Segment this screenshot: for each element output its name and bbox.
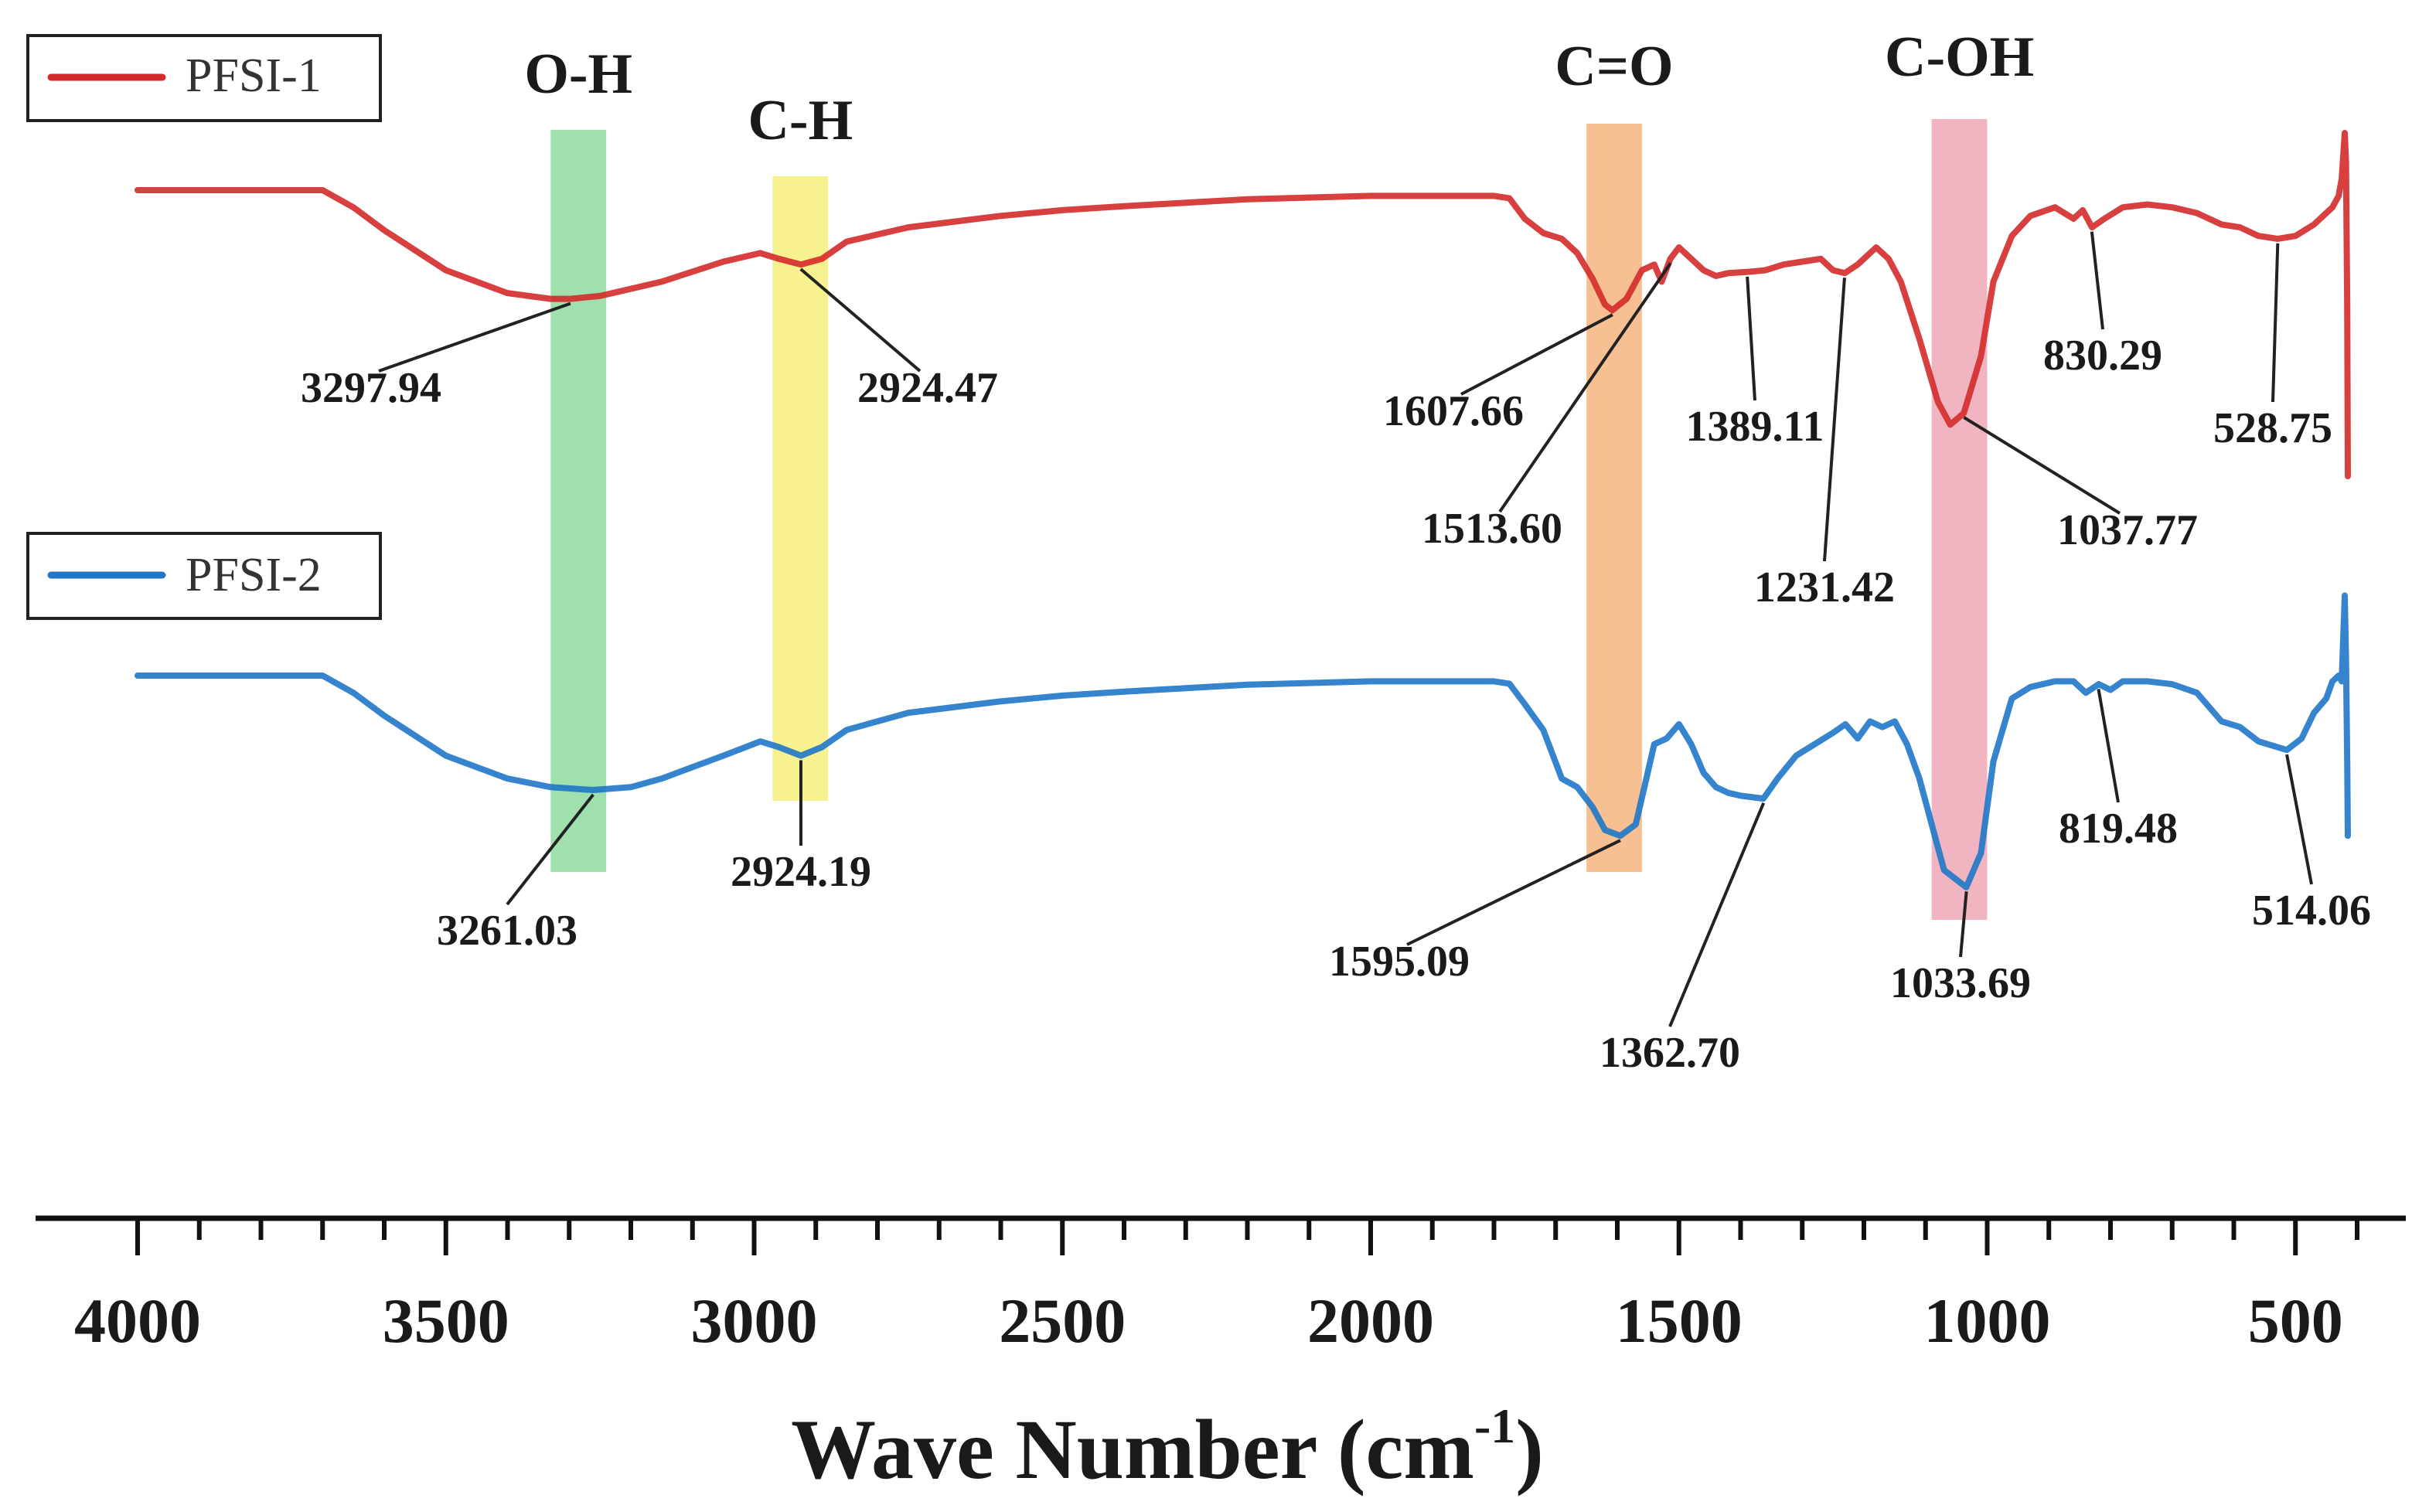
x-axis-label: Wave Number (cm-1)	[791, 1398, 1544, 1497]
band-c-h	[772, 176, 829, 801]
annotation-label-1231-42: 1231.42	[1754, 564, 1895, 611]
annotation-leader-528-75	[2271, 243, 2280, 403]
annotation-leader-1595-09	[1406, 839, 1621, 946]
annotation-leader-1607-66	[1460, 313, 1613, 396]
annotation-leader-1362-70	[1668, 802, 1766, 1027]
annotation-label-3261-03: 3261.03	[437, 907, 577, 955]
x-axis: 4000 3500 3000 2500 2000 1500 1000 500	[36, 1215, 2406, 1356]
annotation-label-2924-47: 2924.47	[857, 364, 998, 412]
annotation-label-528-75: 528.75	[2213, 404, 2332, 452]
legend-pfsi-1: PFSI-1	[26, 34, 382, 122]
legend-pfsi-2-label: PFSI-2	[186, 549, 322, 601]
series-line-pfsi-2	[135, 592, 2351, 891]
legend-pfsi-1-label: PFSI-1	[186, 49, 322, 102]
annotation-leader-1033-69	[1959, 891, 1968, 958]
band-label-c-h: C-H	[748, 89, 853, 152]
annotation-label-819-48: 819.48	[2059, 805, 2178, 853]
annotation-label-2924-19: 2924.19	[731, 848, 871, 896]
bands-layer: O-H C-H C=O C-OH	[524, 26, 2034, 920]
band-label-o-h: O-H	[524, 43, 632, 106]
annotation-leader-1231-42	[1823, 278, 1846, 562]
annotation-label-830-29: 830.29	[2043, 332, 2162, 380]
annotation-label-1513-60: 1513.60	[1422, 505, 1562, 553]
annotation-label-1362-70: 1362.70	[1599, 1029, 1740, 1077]
annotation-label-514-06: 514.06	[2252, 887, 2371, 935]
annotation-leader-819-48	[2097, 689, 2120, 803]
annotation-leader-1513-60	[1498, 262, 1672, 513]
annotation-label-1607-66: 1607.66	[1383, 387, 1524, 435]
annotation-leader-1389-11	[1746, 276, 1756, 401]
annotation-label-3297-94: 3297.94	[301, 364, 441, 412]
x-tick-label-4000: 4000	[74, 1286, 201, 1356]
band-c-o	[1586, 124, 1642, 872]
band-label-c-o: C=O	[1555, 35, 1673, 98]
x-tick-label-3500: 3500	[383, 1286, 509, 1356]
annotation-label-1033-69: 1033.69	[1890, 959, 2031, 1007]
annotations-layer: 3297.94 2924.47 1607.66 1513.60 1389.11 1231.…	[301, 231, 2371, 1077]
x-tick-label-500: 500	[2248, 1286, 2343, 1356]
band-o-h	[550, 130, 607, 872]
annotation-leader-3297-94	[378, 301, 571, 373]
band-label-c-oh: C-OH	[1885, 26, 2034, 89]
x-tick-label-1000: 1000	[1924, 1286, 2051, 1356]
annotation-label-1595-09: 1595.09	[1329, 938, 1470, 986]
x-tick-label-3000: 3000	[691, 1286, 818, 1356]
legend-pfsi-2: PFSI-2	[26, 532, 382, 620]
annotation-leader-2924-47	[799, 267, 922, 373]
x-tick-label-2500: 2500	[999, 1286, 1126, 1356]
annotation-leader-1037-77	[1963, 416, 2121, 515]
band-c-oh	[1931, 119, 1988, 920]
x-tick-label-2000: 2000	[1307, 1286, 1434, 1356]
series-line-pfsi-1	[135, 130, 2351, 479]
annotation-leader-830-29	[2090, 231, 2104, 330]
series-layer	[135, 130, 2351, 891]
annotation-leader-514-06	[2285, 754, 2313, 885]
annotation-leader-3261-03	[506, 793, 594, 906]
annotation-label-1389-11: 1389.11	[1686, 403, 1824, 451]
annotation-label-1037-77: 1037.77	[2057, 506, 2198, 554]
x-tick-label-1500: 1500	[1616, 1286, 1743, 1356]
